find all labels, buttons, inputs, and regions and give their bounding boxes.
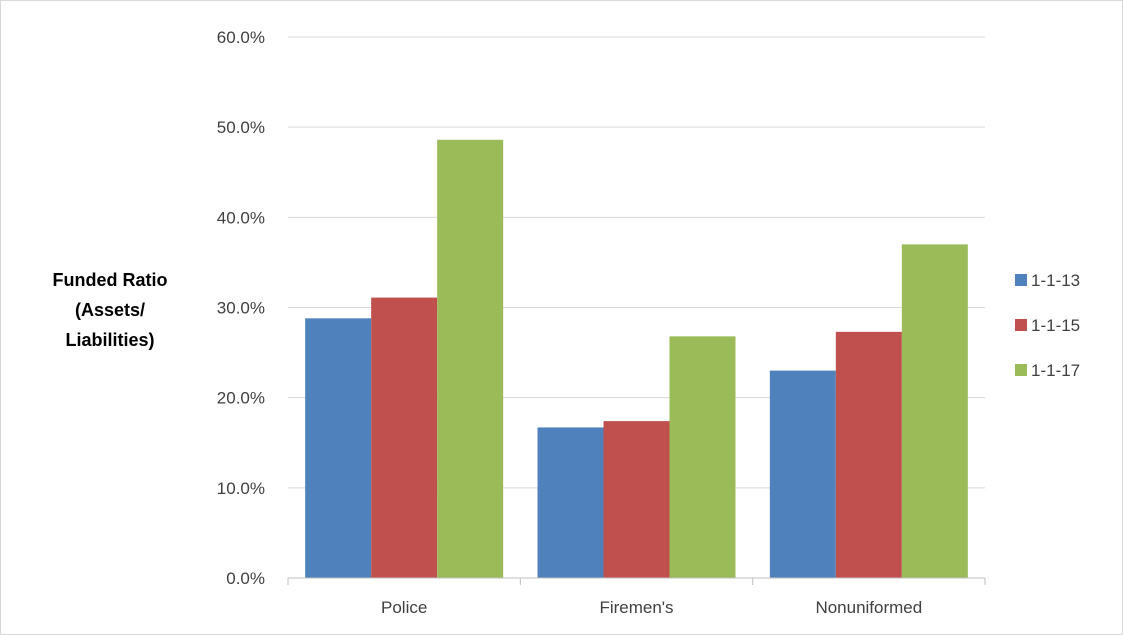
y-axis-label-line: (Assets/ (75, 300, 145, 320)
bar (305, 318, 372, 578)
x-tick-label: Firemen's (599, 598, 673, 617)
y-axis-label-line: Liabilities) (65, 330, 154, 350)
x-tick-label: Nonuniformed (815, 598, 922, 617)
bars (305, 139, 968, 579)
legend-label: 1-1-17 (1031, 361, 1080, 380)
bar (603, 421, 670, 578)
y-tick-label: 10.0% (217, 479, 265, 498)
y-axis-label: Funded Ratio (Assets/Liabilities) (53, 270, 168, 350)
axes (287, 577, 986, 585)
y-tick-label: 60.0% (217, 28, 265, 47)
y-tick-label: 20.0% (217, 389, 265, 408)
legend-swatch (1015, 364, 1027, 376)
bar (371, 297, 438, 578)
x-tick-label: Police (381, 598, 427, 617)
bar (769, 370, 836, 578)
x-tick-labels: Police Firemen's Nonuniformed (381, 598, 922, 617)
bar (537, 427, 604, 578)
legend-swatch (1015, 319, 1027, 331)
bar (901, 244, 968, 578)
legend-swatch (1015, 274, 1027, 286)
bar (669, 336, 736, 578)
bar (437, 139, 504, 579)
y-tick-label: 30.0% (217, 299, 265, 318)
y-tick-labels: 0.0% 10.0% 20.0% 30.0% 40.0% 50.0% 60.0% (217, 28, 265, 588)
bar (835, 331, 902, 578)
legend: 1-1-13 1-1-15 1-1-17 (1015, 271, 1080, 380)
y-tick-label: 40.0% (217, 208, 265, 227)
legend-label: 1-1-13 (1031, 271, 1080, 290)
y-axis-label-line: Funded Ratio (53, 270, 168, 290)
legend-label: 1-1-15 (1031, 316, 1080, 335)
y-tick-label: 0.0% (226, 569, 265, 588)
y-tick-label: 50.0% (217, 118, 265, 137)
